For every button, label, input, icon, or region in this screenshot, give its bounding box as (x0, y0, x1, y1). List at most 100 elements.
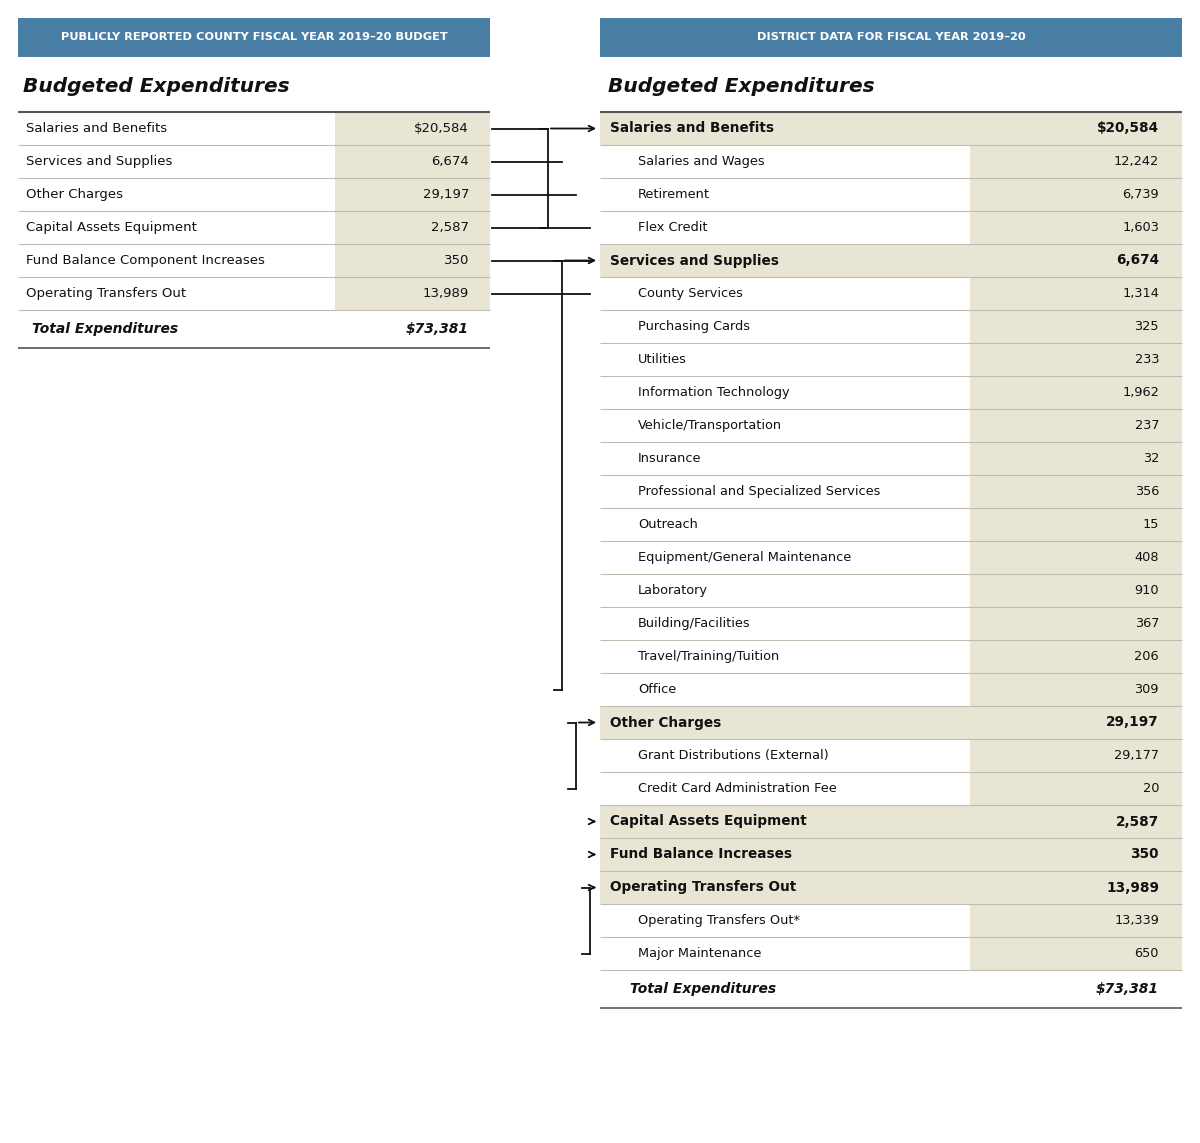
Text: DISTRICT DATA FOR FISCAL YEAR 2019–20: DISTRICT DATA FOR FISCAL YEAR 2019–20 (757, 32, 1025, 42)
Text: Total Expenditures: Total Expenditures (630, 982, 776, 996)
Text: Other Charges: Other Charges (26, 187, 124, 201)
Text: $73,381: $73,381 (406, 322, 469, 336)
Text: Building/Facilities: Building/Facilities (638, 617, 751, 630)
Bar (970, 541, 1182, 574)
Text: Flex Credit: Flex Credit (638, 221, 708, 234)
Text: 6,739: 6,739 (1122, 187, 1159, 201)
Text: Total Expenditures: Total Expenditures (32, 322, 178, 336)
Bar (970, 145, 1182, 178)
Text: 2,587: 2,587 (1116, 815, 1159, 829)
Bar (970, 772, 1182, 805)
Bar (970, 507, 1182, 541)
Text: Operating Transfers Out*: Operating Transfers Out* (638, 914, 800, 927)
Text: Insurance: Insurance (638, 451, 702, 465)
Text: $73,381: $73,381 (1096, 982, 1159, 996)
Text: 350: 350 (1130, 847, 1159, 862)
Bar (970, 904, 1182, 937)
Bar (335, 277, 490, 310)
Text: 32: 32 (1142, 451, 1159, 465)
Text: Salaries and Benefits: Salaries and Benefits (26, 122, 167, 135)
Text: Travel/Training/Tuition: Travel/Training/Tuition (638, 650, 779, 663)
Text: 910: 910 (1134, 584, 1159, 597)
Text: $20,584: $20,584 (1097, 121, 1159, 136)
Text: 233: 233 (1134, 353, 1159, 366)
Text: 20: 20 (1142, 782, 1159, 796)
Text: $20,584: $20,584 (414, 122, 469, 135)
Text: Information Technology: Information Technology (638, 386, 790, 399)
Text: Equipment/General Maintenance: Equipment/General Maintenance (638, 551, 851, 563)
Bar (970, 376, 1182, 409)
Text: Laboratory: Laboratory (638, 584, 708, 597)
Text: 2,587: 2,587 (431, 221, 469, 234)
Bar (970, 409, 1182, 442)
Text: Operating Transfers Out: Operating Transfers Out (26, 287, 186, 299)
Bar (335, 145, 490, 178)
Text: 13,339: 13,339 (1114, 914, 1159, 927)
Text: Professional and Specialized Services: Professional and Specialized Services (638, 485, 881, 498)
Text: Grant Distributions (External): Grant Distributions (External) (638, 749, 829, 762)
Bar (335, 178, 490, 211)
Bar (335, 243, 490, 277)
Text: 367: 367 (1135, 617, 1159, 630)
Text: Outreach: Outreach (638, 518, 698, 531)
Text: Retirement: Retirement (638, 187, 710, 201)
Bar (970, 673, 1182, 706)
Text: 15: 15 (1142, 518, 1159, 531)
Text: 1,314: 1,314 (1122, 287, 1159, 299)
Text: Salaries and Wages: Salaries and Wages (638, 155, 764, 168)
Bar (970, 607, 1182, 640)
Text: County Services: County Services (638, 287, 743, 299)
Text: Vehicle/Transportation: Vehicle/Transportation (638, 419, 782, 432)
Text: 29,177: 29,177 (1114, 749, 1159, 762)
Text: 12,242: 12,242 (1114, 155, 1159, 168)
Text: 206: 206 (1134, 650, 1159, 663)
Text: 1,603: 1,603 (1122, 221, 1159, 234)
Text: 650: 650 (1134, 948, 1159, 960)
Bar (600, 18, 1182, 57)
Text: Major Maintenance: Major Maintenance (638, 948, 761, 960)
Text: 29,197: 29,197 (1106, 716, 1159, 729)
Bar (600, 871, 1182, 904)
Bar (600, 112, 1182, 145)
Bar (600, 838, 1182, 871)
Text: Capital Assets Equipment: Capital Assets Equipment (26, 221, 197, 234)
Text: 6,674: 6,674 (1116, 254, 1159, 267)
Text: Utilities: Utilities (638, 353, 686, 366)
Bar (970, 442, 1182, 475)
Bar (970, 277, 1182, 310)
Text: Office: Office (638, 684, 677, 696)
Bar (600, 243, 1182, 277)
Text: 408: 408 (1134, 551, 1159, 563)
Text: 1,962: 1,962 (1122, 386, 1159, 399)
Text: 356: 356 (1135, 485, 1159, 498)
Text: Budgeted Expenditures: Budgeted Expenditures (23, 77, 289, 96)
Bar (970, 574, 1182, 607)
Text: 350: 350 (444, 254, 469, 267)
Bar (970, 178, 1182, 211)
Text: Services and Supplies: Services and Supplies (610, 254, 779, 267)
Text: 13,989: 13,989 (422, 287, 469, 299)
Text: Credit Card Administration Fee: Credit Card Administration Fee (638, 782, 836, 796)
Text: 13,989: 13,989 (1106, 880, 1159, 895)
Bar (970, 740, 1182, 772)
Text: 309: 309 (1134, 684, 1159, 696)
Bar (335, 112, 490, 145)
Text: Salaries and Benefits: Salaries and Benefits (610, 121, 774, 136)
Bar (335, 211, 490, 243)
Bar (970, 343, 1182, 376)
Bar (18, 18, 490, 57)
Bar (970, 640, 1182, 673)
Text: Budgeted Expenditures: Budgeted Expenditures (608, 77, 875, 96)
Text: Purchasing Cards: Purchasing Cards (638, 320, 750, 333)
Text: 6,674: 6,674 (431, 155, 469, 168)
Text: PUBLICLY REPORTED COUNTY FISCAL YEAR 2019–20 BUDGET: PUBLICLY REPORTED COUNTY FISCAL YEAR 201… (61, 32, 448, 42)
Bar (600, 706, 1182, 740)
Bar (970, 937, 1182, 970)
Text: Fund Balance Increases: Fund Balance Increases (610, 847, 792, 862)
Bar (970, 310, 1182, 343)
Text: 237: 237 (1134, 419, 1159, 432)
Text: Capital Assets Equipment: Capital Assets Equipment (610, 815, 806, 829)
Text: Operating Transfers Out: Operating Transfers Out (610, 880, 797, 895)
Text: 325: 325 (1134, 320, 1159, 333)
Text: 29,197: 29,197 (422, 187, 469, 201)
